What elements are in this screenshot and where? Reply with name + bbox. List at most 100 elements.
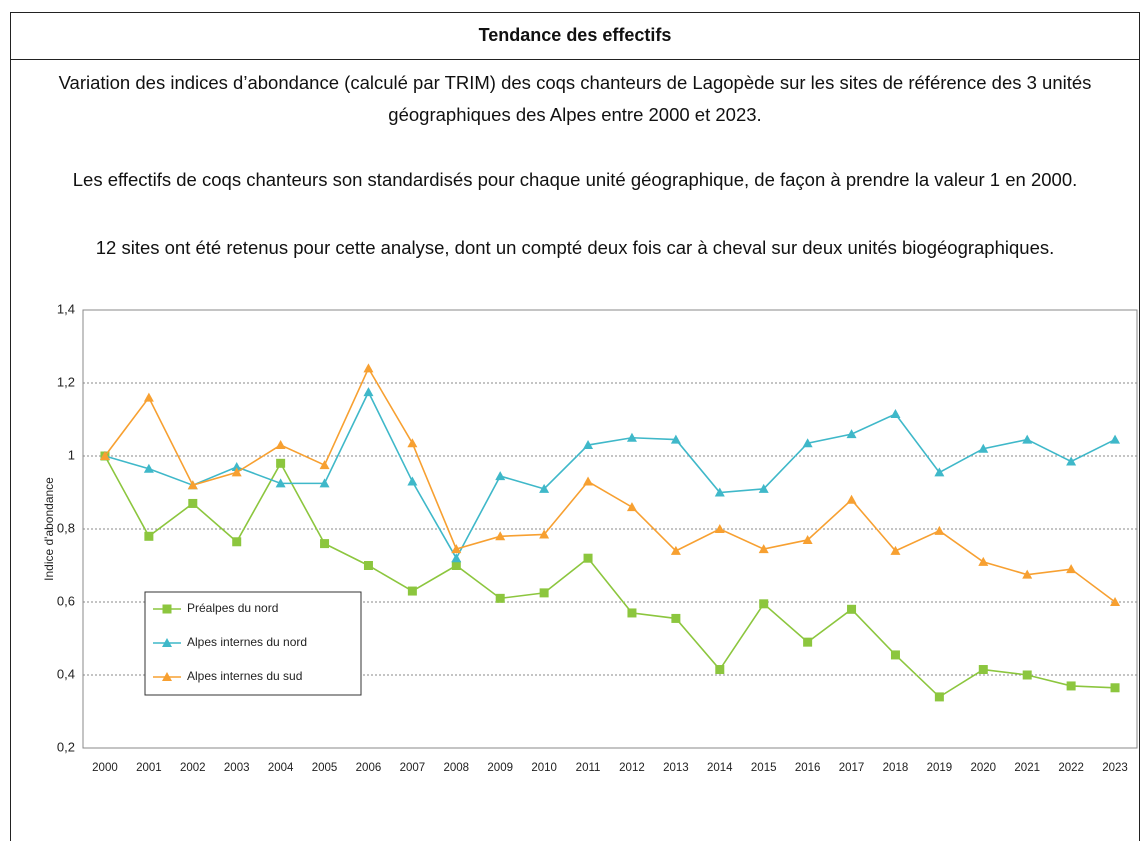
marker [758, 483, 769, 493]
frame [10, 12, 1140, 841]
x-tick-label: 2000 [92, 762, 118, 774]
marker [143, 463, 154, 473]
x-tick-label: 2015 [751, 762, 777, 774]
marker [934, 467, 945, 477]
marker [1022, 670, 1032, 680]
y-tick-label: 0,8 [57, 520, 75, 535]
marker [890, 545, 901, 555]
marker [275, 440, 286, 450]
marker [802, 438, 813, 448]
y-tick-label: 1,4 [57, 301, 75, 316]
legend-marker [162, 638, 172, 647]
marker [539, 588, 549, 598]
marker [1066, 564, 1077, 574]
marker [495, 531, 506, 541]
marker [232, 537, 242, 547]
marker [714, 524, 725, 533]
marker [626, 432, 637, 442]
marker [627, 608, 637, 618]
x-tick-label: 2012 [619, 762, 645, 774]
marker [934, 525, 945, 535]
marker [934, 692, 944, 702]
marker [1110, 434, 1121, 444]
marker [802, 534, 813, 544]
header-title: Tendance des effectifs [10, 12, 1140, 60]
legend-label: Alpes internes du sud [187, 669, 302, 683]
x-tick-label: 2008 [443, 762, 469, 774]
marker [978, 665, 988, 675]
marker [1022, 569, 1033, 579]
x-tick-label: 2001 [136, 762, 162, 774]
x-tick-label: 2014 [707, 762, 733, 774]
x-tick-label: 2009 [487, 762, 513, 774]
marker [407, 476, 418, 486]
x-tick-label: 2019 [927, 762, 953, 774]
y-tick-label: 1 [68, 447, 75, 462]
marker [320, 539, 330, 549]
marker [1066, 681, 1076, 691]
marker [583, 476, 594, 486]
legend-label: Alpes internes du nord [187, 635, 307, 649]
marker [1110, 597, 1121, 606]
marker [1110, 683, 1120, 693]
marker [714, 487, 725, 497]
x-tick-label: 2011 [576, 762, 601, 774]
marker [846, 429, 857, 439]
marker [363, 363, 374, 373]
x-tick-label: 2004 [268, 762, 294, 774]
y-tick-label: 0,2 [57, 739, 75, 754]
marker [99, 451, 110, 460]
x-tick-label: 2013 [663, 762, 689, 774]
marker [495, 471, 506, 481]
x-tick-label: 2016 [795, 762, 821, 774]
y-tick-label: 0,4 [57, 666, 75, 681]
x-tick-label: 2010 [531, 762, 557, 774]
marker [583, 440, 594, 450]
marker [1022, 434, 1033, 444]
marker [890, 409, 901, 419]
x-tick-label: 2007 [400, 762, 426, 774]
marker [363, 561, 373, 570]
marker [276, 458, 286, 468]
x-tick-label: 2023 [1102, 762, 1128, 774]
marker [231, 467, 242, 477]
marker [978, 556, 989, 566]
series-line [104, 366, 1116, 603]
marker [451, 544, 462, 554]
plot-border [82, 309, 1138, 749]
series-line [104, 455, 1116, 698]
marker [758, 544, 769, 554]
paragraph: Variation des indices d’abondance (calcu… [58, 72, 1092, 125]
marker [978, 443, 989, 453]
marker [495, 593, 505, 603]
x-tick-label: 2006 [356, 762, 382, 774]
marker [275, 478, 286, 488]
x-tick-label: 2018 [883, 762, 909, 774]
marker [143, 392, 154, 402]
y-tick-label: 0,6 [57, 593, 75, 608]
marker [187, 480, 198, 490]
marker [847, 604, 857, 614]
marker [451, 561, 461, 570]
marker [759, 599, 769, 609]
marker [363, 387, 374, 397]
marker [231, 461, 242, 471]
marker [407, 586, 417, 596]
y-tick-label: 1,2 [57, 374, 75, 389]
marker [626, 502, 637, 512]
marker [846, 494, 857, 504]
series-line [104, 390, 1116, 560]
marker [670, 434, 681, 444]
marker [319, 460, 330, 470]
marker [539, 529, 550, 539]
x-tick-label: 2003 [224, 762, 250, 774]
paragraph: Les effectifs de coqs chanteurs son stan… [72, 169, 1078, 190]
marker [583, 553, 593, 563]
marker [407, 438, 418, 448]
marker [671, 613, 681, 623]
x-tick-label: 2002 [180, 762, 206, 774]
paragraph: 12 sites ont été retenus pour cette anal… [95, 237, 1055, 258]
legend-marker [162, 604, 172, 614]
